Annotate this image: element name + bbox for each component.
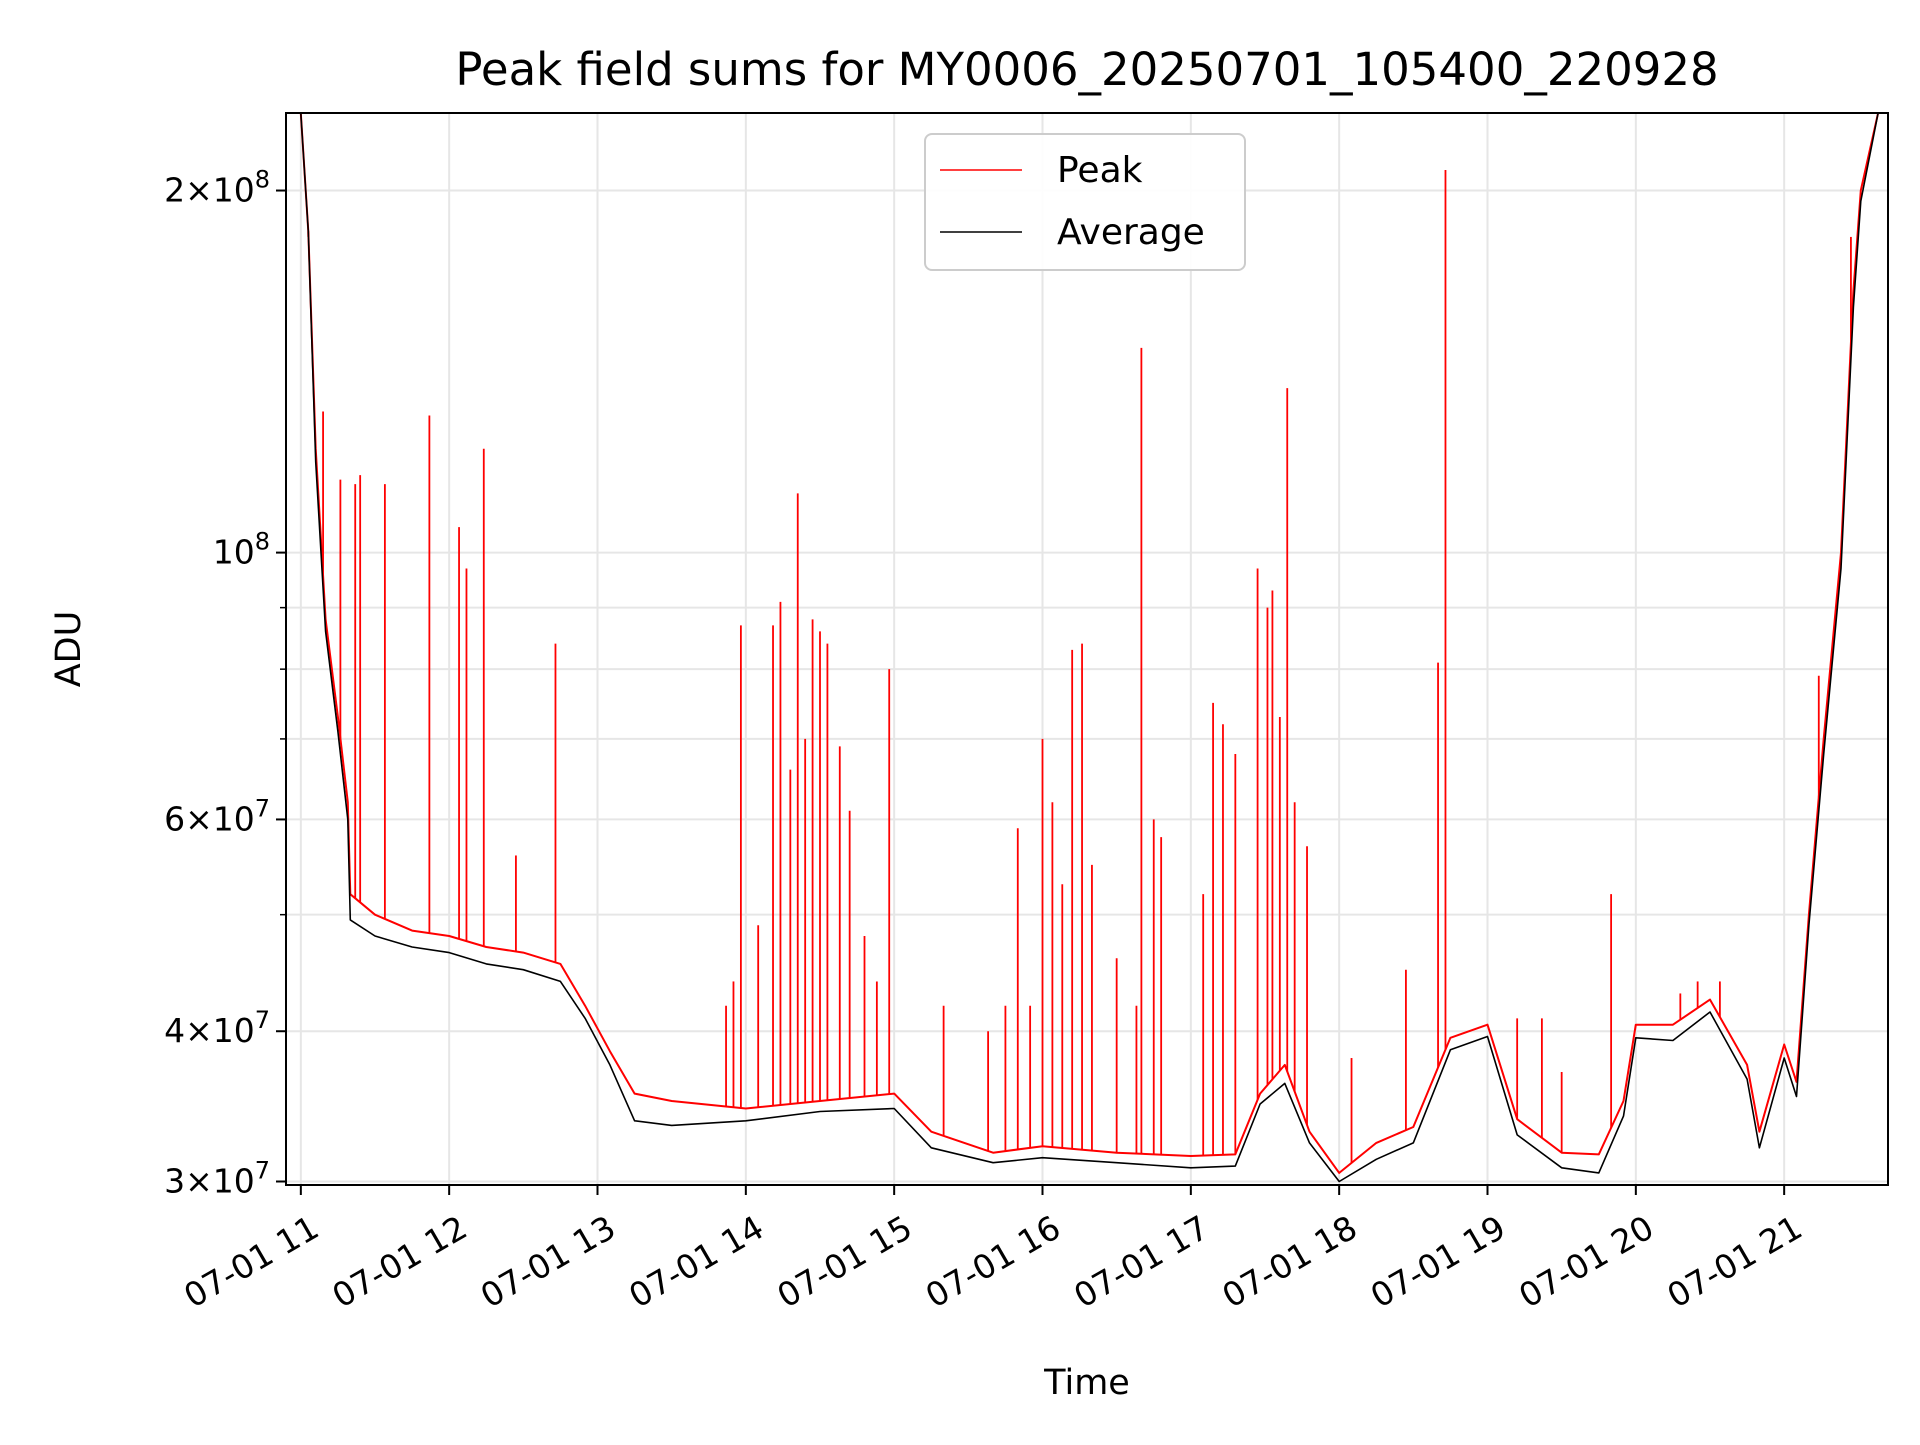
y-tick-label: 108: [213, 528, 270, 572]
series-layer: [299, 113, 1880, 1183]
y-tick-label: 6×107: [164, 794, 270, 838]
series-line-peak: [299, 113, 1880, 1174]
x-axis-label: Time: [1043, 1363, 1130, 1403]
legend-peak-label: Peak: [1057, 150, 1143, 191]
y-axis-label: ADU: [49, 611, 89, 688]
chart-title: Peak field sums for MY0006_20250701_1054…: [455, 43, 1718, 96]
y-tick-label: 2×108: [164, 166, 270, 210]
legend-average-label: Average: [1057, 212, 1205, 253]
y-tick-label: 4×107: [164, 1006, 270, 1050]
series-line-average: [300, 113, 1879, 1183]
legend-box: [924, 133, 1246, 271]
legend: Peak Average: [924, 133, 1246, 271]
y-tick-label: 3×107: [164, 1157, 270, 1201]
plot-frame: [285, 112, 1889, 1186]
grid: [286, 113, 1888, 1185]
